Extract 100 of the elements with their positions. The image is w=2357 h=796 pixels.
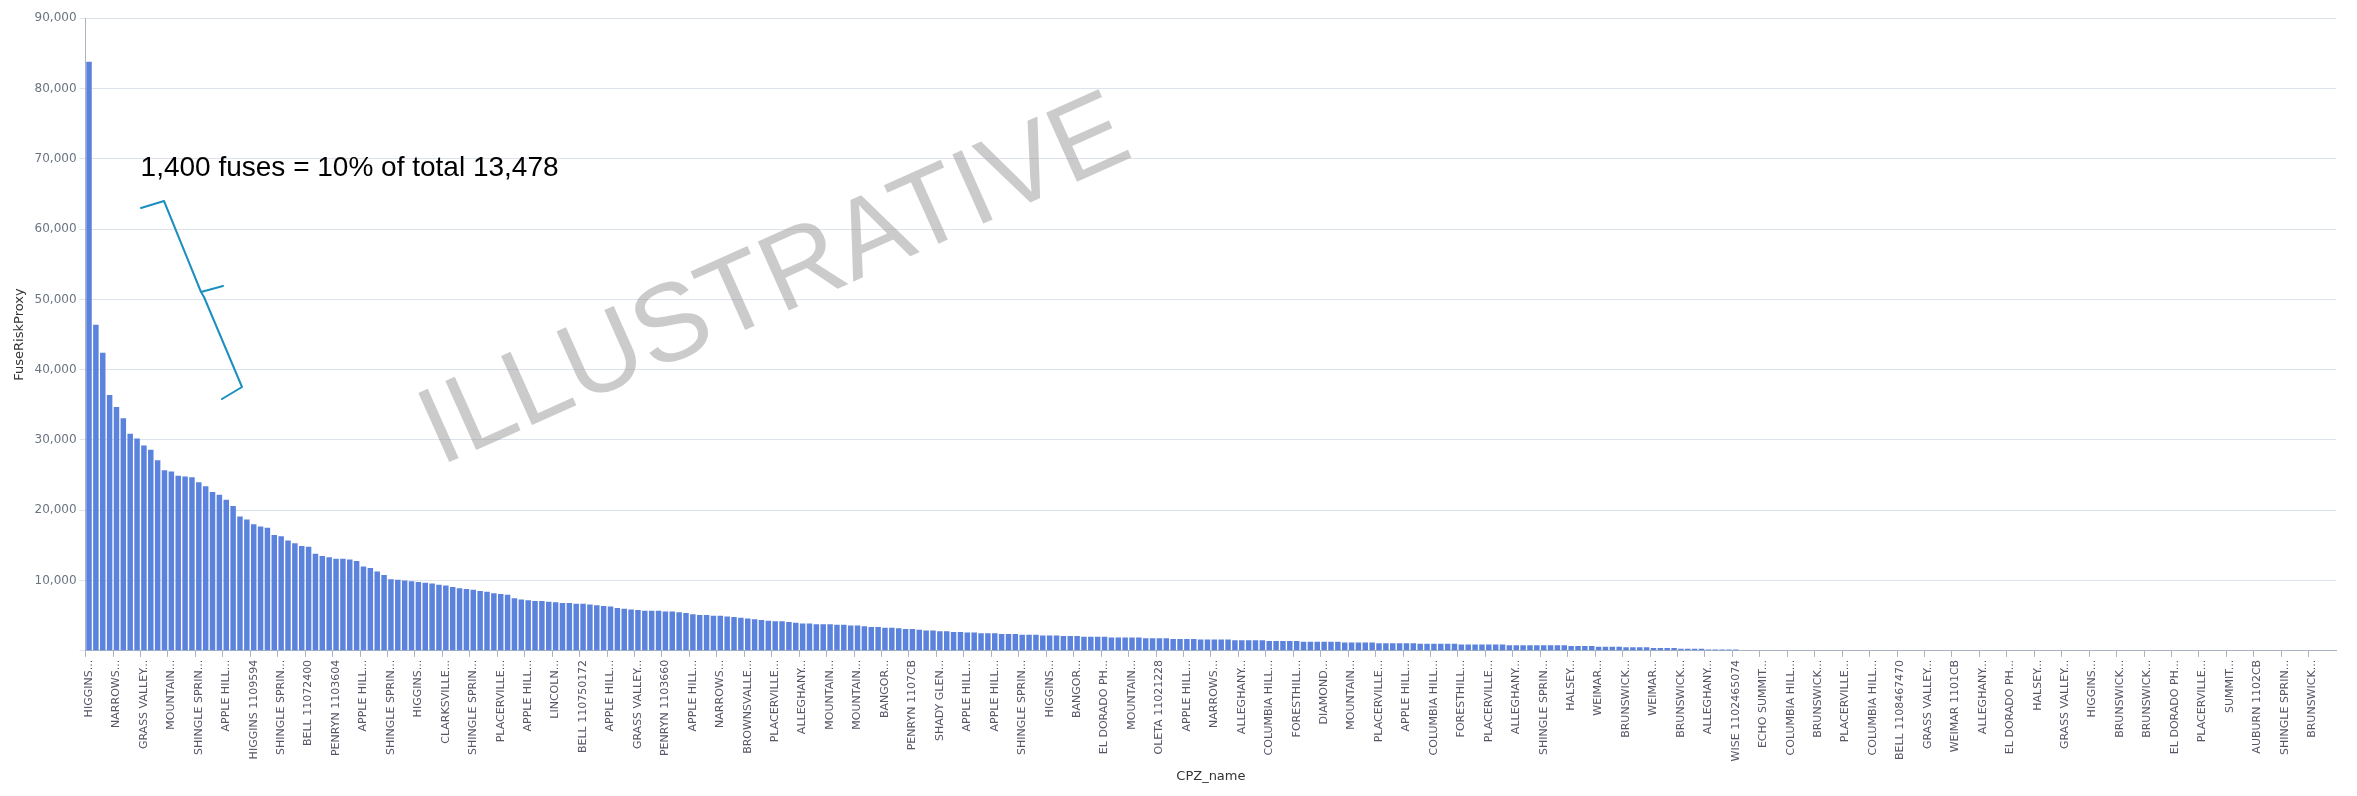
x-tick-label: NARROWS...	[109, 659, 123, 728]
x-tick-label: LINCOLN...	[548, 659, 562, 719]
bar	[902, 629, 909, 651]
y-tick-label: 40,000	[34, 361, 77, 376]
bar	[106, 394, 113, 651]
x-tick-label: HIGGINS 1109594	[246, 659, 260, 760]
bar	[662, 611, 669, 651]
x-tick-label: NARROWS...	[713, 659, 727, 728]
bar	[1053, 635, 1060, 651]
x-tick-label: PLACERVILLE...	[1481, 659, 1495, 743]
bar	[312, 553, 319, 651]
x-tick-label: BRUNSWICK...	[1618, 659, 1632, 738]
x-tick-label: HIGGINS...	[81, 659, 95, 718]
bar	[456, 588, 463, 651]
x-tick-label: BRUNSWICK...	[2140, 659, 2154, 738]
y-tick-label: 30,000	[34, 432, 77, 447]
x-tick-label: HALSEY...	[1564, 659, 1577, 711]
x-tick-label: APPLE HILL...	[1179, 659, 1193, 732]
x-tick-label: FORESTHILL...	[1454, 659, 1468, 738]
x-tick-label: APPLE HILL...	[356, 659, 370, 732]
bar	[909, 629, 916, 651]
x-tick-label: APPLE HILL...	[521, 659, 535, 732]
x-tick-label: MOUNTAIN...	[1124, 659, 1138, 730]
x-tick-label: APPLE HILL...	[685, 659, 699, 732]
x-tick-label: HIGGINS...	[1042, 659, 1056, 718]
x-tick-label: MOUNTAIN...	[850, 659, 864, 730]
x-tick-label: APPLE HILL...	[1399, 659, 1413, 732]
x-tick-label: PLACERVILLE...	[2195, 659, 2209, 743]
bar	[264, 527, 271, 651]
bar	[463, 589, 470, 651]
x-tick-label: ALLEGHANY...	[1975, 659, 1989, 735]
x-tick-label: EL DORADO PH...	[2003, 659, 2017, 755]
x-tick-label: ALLEGHANY...	[795, 659, 809, 735]
x-tick-label: BRUNSWICK...	[1811, 659, 1825, 738]
x-tick-label: COLUMBIA HILL...	[1783, 659, 1797, 756]
x-tick-label: BANGOR...	[877, 659, 891, 719]
x-tick-label: MOUNTAIN...	[822, 659, 836, 730]
y-tick-label: 60,000	[34, 221, 77, 236]
x-tick-label: EL DORADO PH...	[1097, 659, 1111, 755]
x-tick-label: PLACERVILLE...	[493, 659, 507, 743]
y-tick-label: 90,000	[34, 10, 77, 25]
y-tick-label: 50,000	[34, 291, 77, 306]
bar	[861, 626, 868, 651]
bar	[408, 581, 415, 651]
bar	[113, 406, 120, 651]
x-tick-label: SHINGLE SPRIN...	[383, 659, 397, 755]
x-tick-label: HIGGINS...	[411, 659, 425, 718]
bar	[1252, 640, 1259, 651]
bar	[1348, 642, 1355, 651]
x-axis-title: CPZ_name	[1176, 767, 1246, 783]
x-tick-label: BELL 11072400	[301, 659, 315, 747]
y-tick-label: 80,000	[34, 80, 77, 95]
x-tick-label: ALLEGHANY...	[1509, 659, 1523, 735]
x-tick-label: SUMMIT...	[2222, 659, 2236, 714]
bar	[360, 566, 367, 651]
bar	[257, 526, 264, 651]
x-tick-label: AUBURN 1102CB	[2250, 659, 2264, 754]
bar	[751, 619, 758, 651]
x-tick-label: ECHO SUMMIT...	[1756, 659, 1770, 749]
x-tick-label: SHADY GLEN...	[932, 659, 946, 742]
x-tick-label: GRASS VALLEY...	[2058, 659, 2072, 750]
bar	[216, 494, 223, 651]
x-tick-label: PLACERVILLE...	[1838, 659, 1852, 743]
y-tick-label: 70,000	[34, 150, 77, 165]
x-tick-label: MOUNTAIN...	[1344, 659, 1358, 730]
x-tick-label: BROWNSVALLE...	[740, 659, 754, 754]
bar	[161, 470, 168, 651]
x-tick-label: COLUMBIA HILL...	[1426, 659, 1440, 756]
bar	[607, 606, 614, 651]
x-tick-label: BANGOR...	[1069, 659, 1083, 719]
bar	[552, 602, 559, 651]
x-tick-label: APPLE HILL...	[987, 659, 1001, 732]
x-tick-label: EL DORADO PH...	[2167, 659, 2181, 755]
bar	[1156, 638, 1163, 651]
x-tick-label: CLARKSVILLE...	[438, 659, 452, 744]
x-tick-label: PENRYN 1107CB	[905, 659, 919, 751]
bar	[703, 615, 710, 651]
x-tick-label: SHINGLE SPRIN...	[466, 659, 480, 755]
x-tick-label: OLETA 11021228	[1152, 659, 1166, 755]
bar	[1355, 642, 1362, 651]
y-tick-label: 10,000	[34, 572, 77, 587]
bar	[806, 623, 813, 651]
x-tick-label: WISE 1102465074	[1728, 659, 1742, 762]
bar	[655, 610, 662, 651]
x-tick-label: SHINGLE SPRIN...	[274, 659, 288, 755]
y-axis-title: FuseRiskProxy	[11, 288, 27, 381]
x-tick-label: BRUNSWICK...	[1673, 659, 1687, 738]
x-tick-label: FORESTHILL...	[1289, 659, 1303, 738]
x-tick-label: ALLEGHANY...	[1234, 659, 1248, 735]
x-tick-label: BRUNSWICK...	[2305, 659, 2319, 738]
x-tick-label: SHINGLE SPRIN...	[1015, 659, 1029, 755]
x-tick-label: HIGGINS...	[2085, 659, 2099, 718]
bar	[758, 619, 765, 651]
x-tick-label: GRASS VALLEY...	[1920, 659, 1934, 750]
x-tick-label: SHINGLE SPRIN...	[191, 659, 205, 755]
y-tick-label: 20,000	[34, 502, 77, 517]
x-tick-label: ALLEGHANY...	[1701, 659, 1715, 735]
x-tick-label: COLUMBIA HILL...	[1865, 659, 1879, 756]
x-tick-label: APPLE HILL...	[219, 659, 233, 732]
x-tick-label: BELL 1108467470	[1893, 659, 1907, 761]
